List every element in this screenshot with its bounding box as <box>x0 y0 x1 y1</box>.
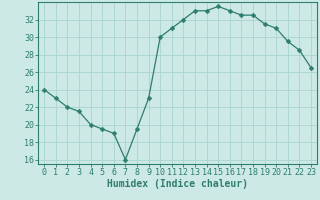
X-axis label: Humidex (Indice chaleur): Humidex (Indice chaleur) <box>107 179 248 189</box>
